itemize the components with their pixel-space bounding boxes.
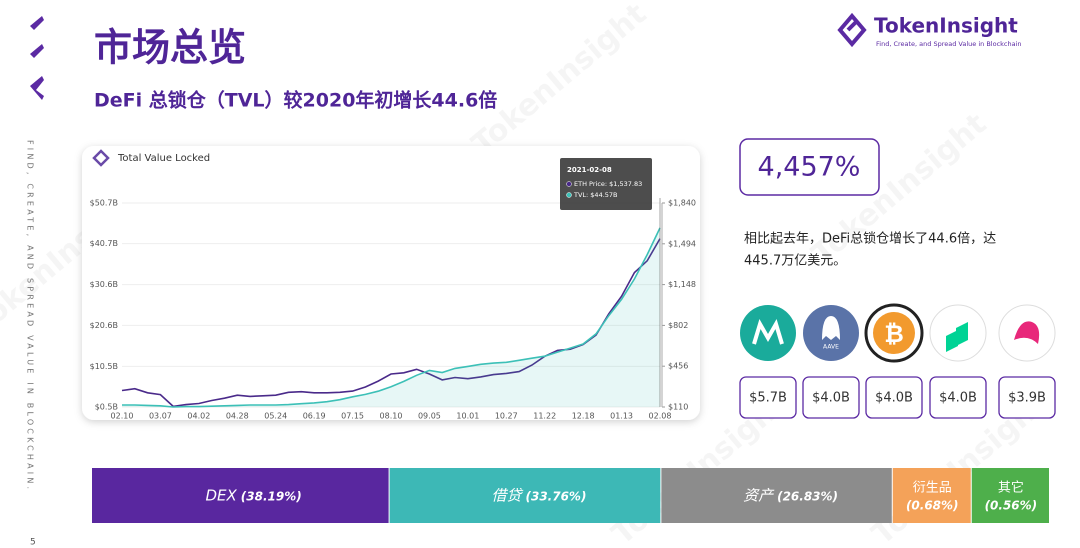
y-tick-label: $40.7B	[90, 239, 118, 248]
token-values: $5.7B $4.0B $4.0B $4.0B $3.9B	[739, 376, 1056, 419]
share-category: 资产	[743, 487, 775, 505]
token-value-box	[739, 376, 797, 419]
x-tick-label: 05.24	[264, 412, 287, 421]
chart-icon	[92, 149, 110, 167]
x-tick-label: 04.28	[226, 412, 249, 421]
token-value: $3.9B	[1008, 391, 1046, 406]
stat-box	[739, 138, 880, 196]
x-tick-label: 04.02	[187, 412, 210, 421]
x-tick-label: 07.15	[341, 412, 364, 421]
token-value-box	[865, 376, 923, 419]
share-segment	[92, 468, 389, 523]
token-value: $5.7B	[749, 391, 787, 406]
x-tick-label: 03.07	[149, 412, 172, 421]
token-glyph	[752, 318, 784, 345]
tooltip-item: TVL: $44.57B	[573, 191, 618, 199]
token-glyph	[946, 322, 968, 352]
tooltip-item: ETH Price: $1,537.83	[574, 180, 642, 188]
x-tick-label: 01.13	[610, 412, 633, 421]
share-value-label: (26.83%)	[777, 490, 838, 504]
share-segment	[661, 468, 892, 523]
y-tick-label: $0.5B	[95, 403, 118, 412]
token-value: $4.0B	[939, 391, 977, 406]
y2-tick-label: $1,840	[668, 199, 696, 208]
x-tick-label: 09.05	[418, 412, 441, 421]
chart-card	[82, 146, 700, 420]
share-category: DEX	[205, 487, 237, 505]
y-tick-label: $20.6B	[90, 321, 118, 330]
y2-tick-label: $802	[668, 321, 688, 330]
y2-tick-label: $1,494	[668, 239, 696, 248]
page-number: 5	[30, 538, 36, 548]
share-category: 借贷	[491, 487, 523, 505]
share-value-label: (38.19%)	[241, 490, 302, 504]
tooltip-swatch	[566, 181, 572, 187]
share-category: 衍生品	[913, 481, 952, 496]
logo-tagline: Find, Create, and Spread Value in Blockc…	[876, 40, 1022, 48]
token-icons: AAVE ₿	[740, 303, 1056, 363]
line-chart: $0.5B $10.5B $20.6B $30.6B $40.7B $50.7B $110 $…	[90, 158, 696, 421]
y-tick-label: $30.6B	[90, 280, 118, 289]
tooltip-date: 2021-02-08	[567, 166, 612, 174]
token-value: $4.0B	[875, 391, 913, 406]
share-category: 其它	[998, 480, 1024, 496]
logo-text: TokenInsight	[874, 14, 1018, 38]
y2-tick-label: $110	[668, 403, 688, 412]
line	[122, 227, 661, 408]
share-bar: DEX (38.19%) 借贷 (33.76%) 资产 (26.83%) 衍生品 (0.68%…	[92, 468, 1049, 523]
x-tick-label: 02.10	[111, 412, 134, 421]
x-tick-label: 10.01	[456, 412, 479, 421]
token-glyph	[1014, 321, 1040, 344]
subtitle: DeFi 总锁仓（TVL）较2020年初增长44.6倍	[94, 89, 497, 112]
y2-tick-label: $456	[668, 362, 688, 371]
token-icon	[873, 312, 915, 354]
tooltip	[560, 158, 652, 210]
tooltip-swatch	[566, 192, 572, 198]
x-tick-label: 12.18	[572, 412, 595, 421]
chevrons	[30, 16, 44, 100]
y2-tick-label: $1,148	[668, 280, 696, 289]
x-tick-label: 02.08	[649, 412, 672, 421]
token-value: $4.0B	[812, 391, 850, 406]
stat-value: 4,457%	[758, 152, 861, 183]
x-tick-label: 11.22	[533, 412, 556, 421]
y-tick-label: $10.5B	[90, 362, 118, 371]
token-glyph: ₿	[884, 320, 904, 348]
token-icon-text: AAVE	[823, 344, 839, 351]
side-text: FIND, CREATE, AND SPREAD VALUE IN BLOCKC…	[26, 140, 35, 492]
logo-icon	[837, 12, 867, 48]
token-icon	[740, 305, 796, 361]
x-tick-label: 08.10	[380, 412, 403, 421]
token-glyph	[822, 316, 840, 340]
share-value-label: (0.56%)	[985, 499, 1038, 513]
stat-description: 相比起去年，DeFi总锁仓增长了44.6倍，达	[744, 231, 996, 247]
line	[121, 238, 661, 408]
x-tick-label: 06.19	[303, 412, 326, 421]
share-segment	[892, 468, 971, 523]
share-segment	[971, 468, 1049, 523]
share-value-label: (33.76%)	[525, 490, 586, 504]
share-value-label: (0.68%)	[906, 499, 959, 513]
y-tick-label: $50.7B	[90, 199, 118, 208]
stat-description: 445.7万亿美元。	[744, 254, 846, 269]
area	[122, 227, 660, 407]
token-value-box	[929, 376, 987, 419]
watermark: TokenInsight	[465, 0, 653, 162]
share-segment	[389, 468, 661, 523]
title: 市场总览	[94, 26, 246, 70]
x-tick-label: 10.27	[495, 412, 518, 421]
token-value-box	[802, 376, 860, 419]
token-value-box	[998, 376, 1056, 419]
chart-title: Total Value Locked	[117, 153, 210, 164]
